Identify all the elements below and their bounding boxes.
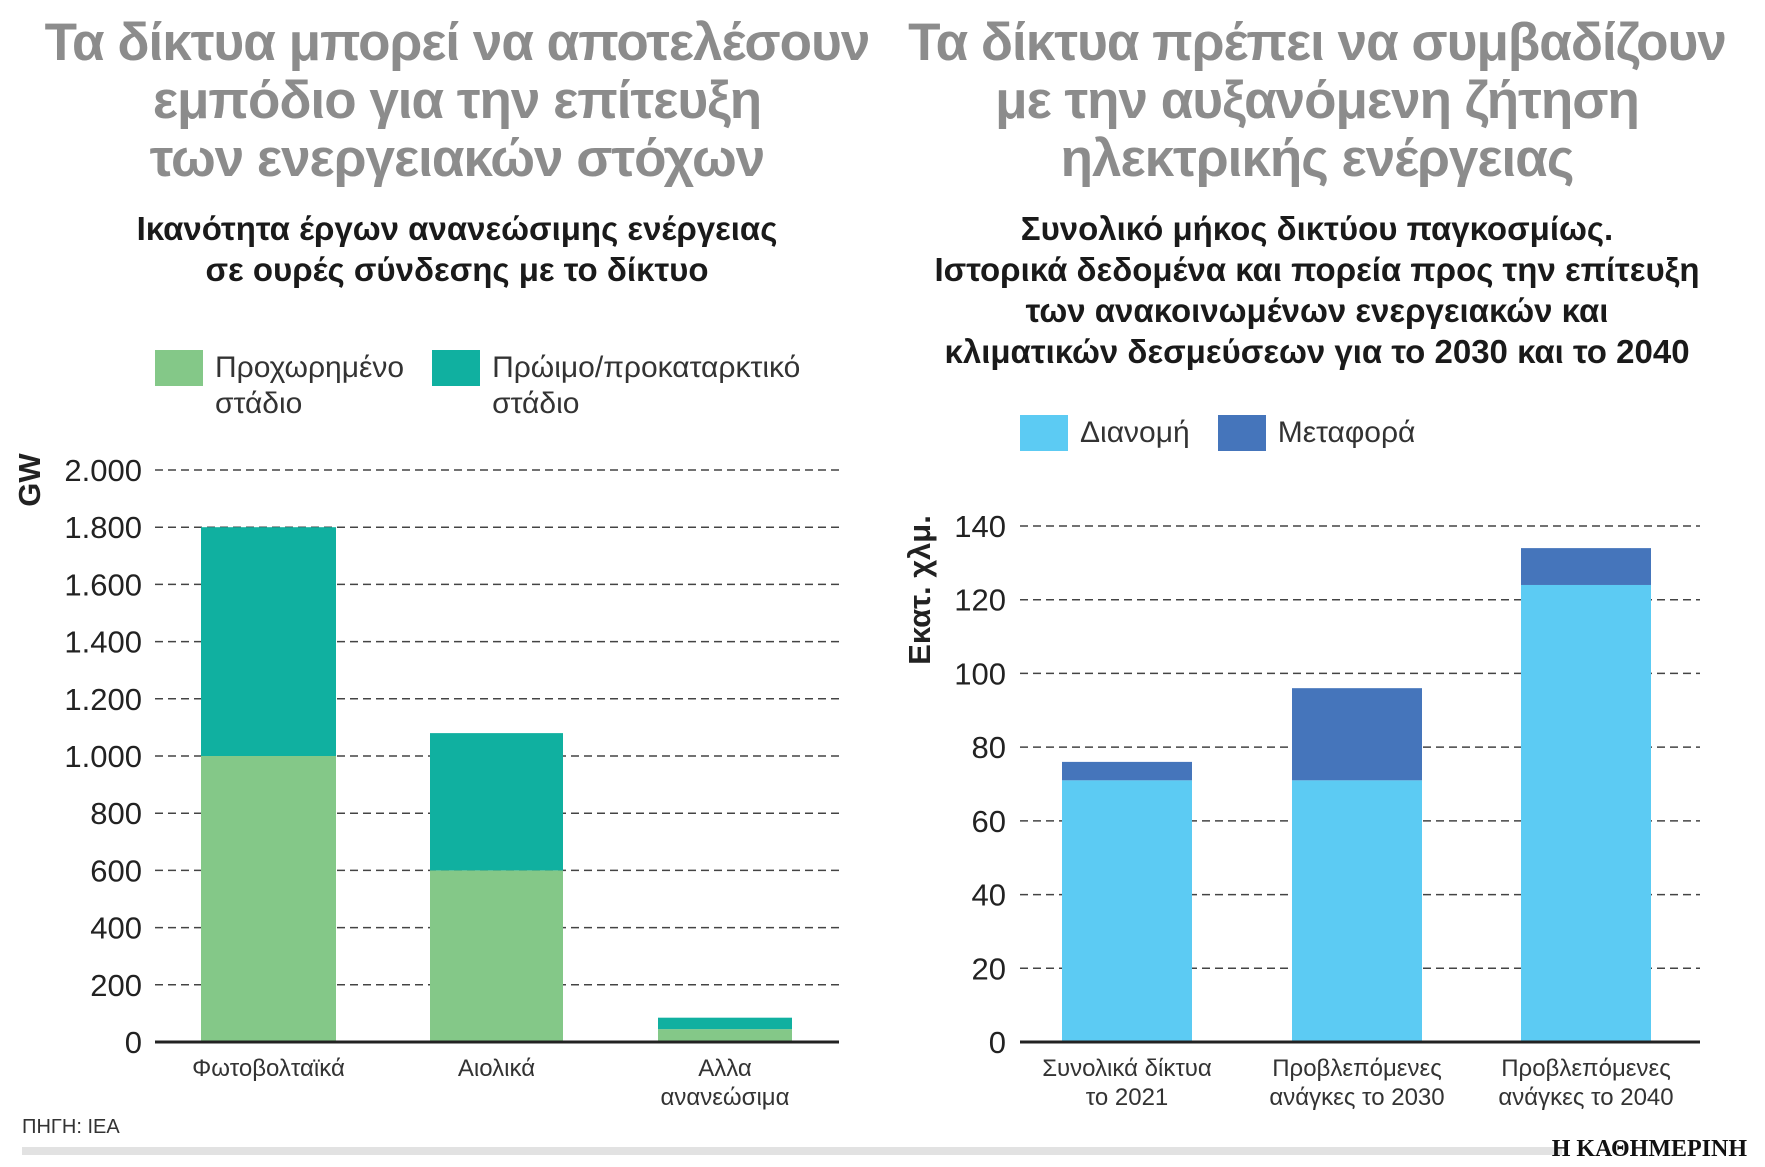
bar-segment — [1062, 780, 1192, 1042]
y-axis-label: Εκατ. χλμ. — [902, 515, 937, 665]
x-tick-label: Αιολικά — [458, 1055, 535, 1082]
y-tick-label: 20 — [972, 951, 1006, 986]
x-tick-label: Συνολικά δίκτυα — [1042, 1055, 1212, 1082]
y-tick-label: 1.000 — [64, 739, 142, 774]
y-tick-label: 80 — [972, 730, 1006, 765]
left-title: Τα δίκτυα μπορεί να αποτελέσουν εμπόδιο … — [22, 14, 892, 188]
y-tick-label: 1.400 — [64, 625, 142, 660]
left-subtitle-line: Ικανότητα έργων ανανεώσιμης ενέργειας — [136, 210, 778, 247]
y-tick-label: 0 — [989, 1025, 1006, 1060]
right-title-line: με την αυξανόμενη ζήτηση — [995, 71, 1640, 130]
right-title: Τα δίκτυα πρέπει να συμβαδίζουν με την α… — [882, 14, 1752, 188]
y-tick-label: 40 — [972, 878, 1006, 913]
y-tick-label: 100 — [954, 656, 1006, 691]
x-tick-label: το 2021 — [1086, 1084, 1169, 1111]
right-legend: Διανομή Μεταφορά — [1020, 415, 1415, 451]
footer-divider — [22, 1147, 1562, 1155]
bar-segment — [430, 870, 563, 1042]
legend-swatch — [155, 350, 203, 386]
bar-segment — [1292, 780, 1422, 1042]
y-tick-label: 120 — [954, 583, 1006, 618]
legend-item-distribution: Διανομή — [1020, 415, 1190, 451]
right-subtitle-line: των ανακοινωμένων ενεργειακών και — [1025, 292, 1609, 329]
y-tick-label: 800 — [90, 796, 142, 831]
source-note: ΠΗΓΗ: IEA — [22, 1116, 120, 1138]
legend-item-transmission: Μεταφορά — [1217, 415, 1416, 451]
x-tick-label: Προβλεπόμενες — [1272, 1055, 1442, 1082]
legend-item-early: Πρώιμο/προκαταρκτικό στάδιο — [432, 350, 800, 422]
x-tick-label: ανανεώσιμα — [660, 1084, 789, 1111]
bar-segment — [1292, 688, 1422, 781]
right-subtitle-line: Συνολικό μήκος δικτύου παγκοσμίως. — [1020, 210, 1614, 247]
x-tick-label: ανάγκες το 2030 — [1269, 1084, 1444, 1111]
bar-segment — [658, 1017, 792, 1030]
legend-label: Μεταφορά — [1277, 416, 1416, 449]
bar-segment — [658, 1029, 792, 1042]
bar-segment — [430, 733, 563, 871]
left-subtitle: Ικανότητα έργων ανανεώσιμης ενέργειας σε… — [22, 208, 892, 290]
x-tick-label: Προβλεπόμενες — [1501, 1055, 1671, 1082]
right-title-line: ηλεκτρικής ενέργειας — [1060, 129, 1575, 188]
legend-swatch — [432, 350, 481, 386]
left-title-line: Τα δίκτυα μπορεί να αποτελέσουν — [44, 13, 871, 72]
brand-logo: Η ΚΑΘΗΜΕΡΙΝΗ — [1551, 1136, 1747, 1162]
bar-segment — [1521, 584, 1651, 1042]
y-tick-label: 400 — [90, 911, 142, 946]
bar-segment — [1521, 548, 1651, 585]
y-tick-label: 0 — [125, 1025, 142, 1060]
bar-segment — [201, 756, 336, 1042]
right-subtitle: Συνολικό μήκος δικτύου παγκοσμίως. Ιστορ… — [882, 208, 1752, 372]
right-subtitle-line: κλιματικών δεσμεύσεων για το 2030 και το… — [944, 333, 1690, 370]
y-tick-label: 600 — [90, 853, 142, 888]
y-tick-label: 1.200 — [64, 682, 142, 717]
legend-label: Πρώιμο/προκαταρκτικό — [492, 351, 801, 384]
bar-segment — [201, 527, 336, 756]
legend-swatch — [1020, 415, 1068, 451]
legend-swatch — [1217, 415, 1266, 451]
y-tick-label: 1.800 — [64, 510, 142, 545]
y-tick-label: 1.600 — [64, 567, 142, 602]
legend-item-advanced: Προχωρημένο στάδιο — [155, 350, 404, 422]
right-title-line: Τα δίκτυα πρέπει να συμβαδίζουν — [908, 13, 1727, 72]
legend-label: Διανομή — [1080, 416, 1190, 449]
y-tick-label: 2.000 — [64, 453, 142, 488]
y-tick-label: 60 — [972, 804, 1006, 839]
x-tick-label: Αλλα — [698, 1055, 752, 1082]
right-subtitle-line: Ιστορικά δεδομένα και πορεία προς την επ… — [934, 251, 1700, 288]
left-title-line: εμπόδιο για την επίτευξη — [152, 71, 762, 130]
left-title-line: των ενεργειακών στόχων — [149, 129, 765, 188]
legend-label: στάδιο — [215, 387, 303, 420]
x-tick-label: Φωτοβολταϊκά — [192, 1055, 345, 1082]
legend-label: στάδιο — [492, 387, 580, 420]
y-tick-label: 140 — [954, 509, 1006, 544]
x-tick-label: ανάγκες το 2040 — [1498, 1084, 1673, 1111]
y-axis-label: GW — [12, 453, 47, 507]
legend-label: Προχωρημένο — [215, 351, 405, 384]
left-legend: Προχωρημένο στάδιο Πρώιμο/προκαταρκτικό στ… — [155, 350, 800, 422]
bar-segment — [1062, 761, 1192, 781]
y-tick-label: 200 — [90, 968, 142, 1003]
left-subtitle-line: σε ουρές σύνδεσης με το δίκτυο — [205, 251, 709, 288]
